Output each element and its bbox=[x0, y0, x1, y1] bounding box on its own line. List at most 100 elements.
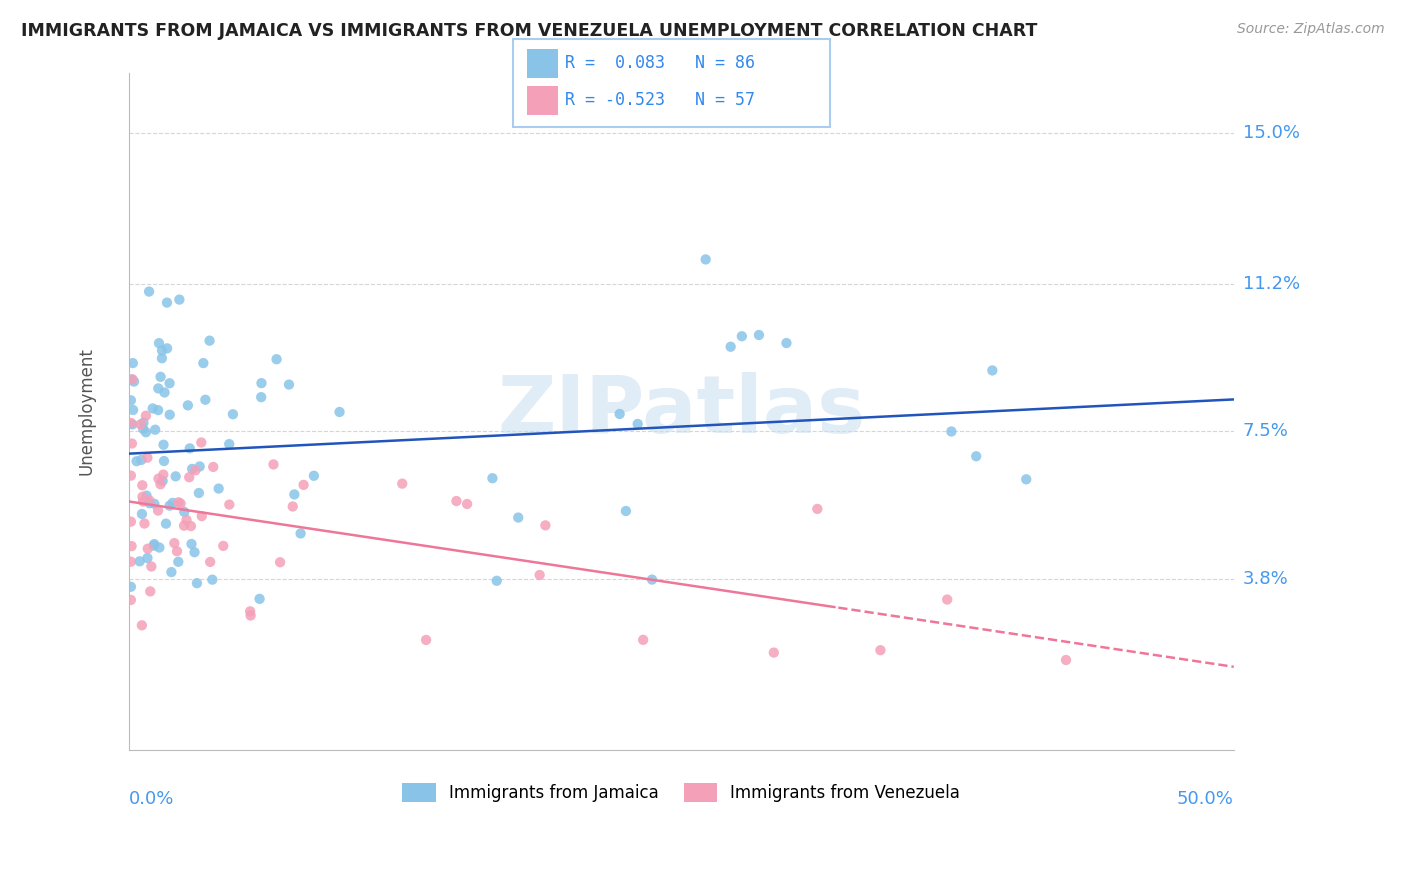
Point bbox=[187, 486, 209, 500]
Point bbox=[181, 462, 204, 476]
Point bbox=[731, 329, 754, 343]
Point bbox=[160, 565, 183, 579]
Point bbox=[153, 454, 176, 468]
Point bbox=[177, 398, 200, 412]
Point bbox=[239, 604, 262, 618]
Text: IMMIGRANTS FROM JAMAICA VS IMMIGRANTS FROM VENEZUELA UNEMPLOYMENT CORRELATION CH: IMMIGRANTS FROM JAMAICA VS IMMIGRANTS FR… bbox=[21, 22, 1038, 40]
Point bbox=[190, 435, 212, 450]
Point bbox=[138, 493, 160, 508]
Point bbox=[218, 498, 240, 512]
Point bbox=[695, 252, 717, 267]
Point bbox=[150, 351, 173, 366]
Point bbox=[222, 407, 245, 421]
Point bbox=[148, 541, 170, 555]
Text: 11.2%: 11.2% bbox=[1243, 275, 1299, 293]
Point bbox=[806, 502, 828, 516]
Point bbox=[167, 555, 190, 569]
Point bbox=[131, 507, 153, 521]
Point bbox=[762, 646, 785, 660]
Point bbox=[153, 385, 176, 400]
Point bbox=[529, 568, 551, 582]
Point bbox=[149, 369, 172, 384]
Point bbox=[328, 405, 350, 419]
Point bbox=[201, 573, 224, 587]
Point bbox=[148, 472, 170, 486]
Point bbox=[149, 477, 172, 491]
Point bbox=[132, 416, 155, 430]
Point bbox=[936, 592, 959, 607]
Point bbox=[176, 513, 198, 527]
Point bbox=[249, 591, 271, 606]
Text: Source: ZipAtlas.com: Source: ZipAtlas.com bbox=[1237, 22, 1385, 37]
Point bbox=[391, 476, 413, 491]
Point bbox=[120, 416, 142, 430]
Point bbox=[122, 375, 145, 389]
Point bbox=[146, 503, 169, 517]
Text: 50.0%: 50.0% bbox=[1177, 789, 1234, 807]
Point bbox=[122, 403, 145, 417]
Text: 15.0%: 15.0% bbox=[1243, 124, 1299, 142]
Point bbox=[128, 554, 150, 568]
Point bbox=[302, 468, 325, 483]
Text: 7.5%: 7.5% bbox=[1243, 422, 1288, 441]
Point bbox=[120, 593, 142, 607]
Text: R =  0.083   N = 86: R = 0.083 N = 86 bbox=[565, 54, 755, 72]
Point bbox=[129, 417, 152, 432]
Point bbox=[121, 417, 143, 432]
Point bbox=[266, 352, 288, 367]
Point bbox=[485, 574, 508, 588]
Point bbox=[193, 356, 215, 370]
Point bbox=[191, 509, 214, 524]
Point bbox=[156, 295, 179, 310]
Point bbox=[125, 454, 148, 468]
Point bbox=[869, 643, 891, 657]
Point bbox=[121, 539, 143, 553]
Point bbox=[609, 407, 631, 421]
Point bbox=[208, 482, 231, 496]
Point bbox=[132, 422, 155, 436]
Point bbox=[162, 496, 184, 510]
Point bbox=[446, 494, 468, 508]
Point bbox=[143, 537, 166, 551]
Point bbox=[134, 516, 156, 531]
Point bbox=[121, 436, 143, 450]
Point bbox=[165, 469, 187, 483]
Point bbox=[142, 539, 165, 553]
Point bbox=[198, 334, 221, 348]
Point bbox=[155, 516, 177, 531]
Point bbox=[148, 336, 170, 351]
Point bbox=[120, 393, 142, 408]
Point bbox=[292, 478, 315, 492]
Point bbox=[415, 632, 437, 647]
Point bbox=[169, 293, 191, 307]
Point bbox=[283, 487, 305, 501]
Point bbox=[184, 463, 207, 477]
Point bbox=[180, 519, 202, 533]
Point bbox=[641, 573, 664, 587]
Point bbox=[132, 494, 155, 508]
Point bbox=[152, 438, 174, 452]
Point bbox=[143, 497, 166, 511]
Point bbox=[136, 450, 159, 465]
Point bbox=[166, 544, 188, 558]
Point bbox=[183, 545, 205, 559]
Point bbox=[508, 510, 530, 524]
Point bbox=[614, 504, 637, 518]
Text: R = -0.523   N = 57: R = -0.523 N = 57 bbox=[565, 91, 755, 109]
Point bbox=[775, 336, 797, 351]
Text: Unemployment: Unemployment bbox=[77, 347, 96, 475]
Point bbox=[141, 559, 163, 574]
Point bbox=[534, 518, 557, 533]
Point bbox=[159, 499, 181, 513]
Point bbox=[281, 500, 304, 514]
Point bbox=[131, 478, 153, 492]
Point bbox=[631, 632, 654, 647]
Point bbox=[186, 576, 208, 591]
Point bbox=[965, 450, 987, 464]
Point bbox=[150, 343, 173, 358]
Point bbox=[148, 381, 170, 395]
Legend: Immigrants from Jamaica, Immigrants from Venezuela: Immigrants from Jamaica, Immigrants from… bbox=[395, 777, 967, 809]
Point bbox=[135, 425, 157, 440]
Point bbox=[156, 342, 179, 356]
Point bbox=[135, 489, 157, 503]
